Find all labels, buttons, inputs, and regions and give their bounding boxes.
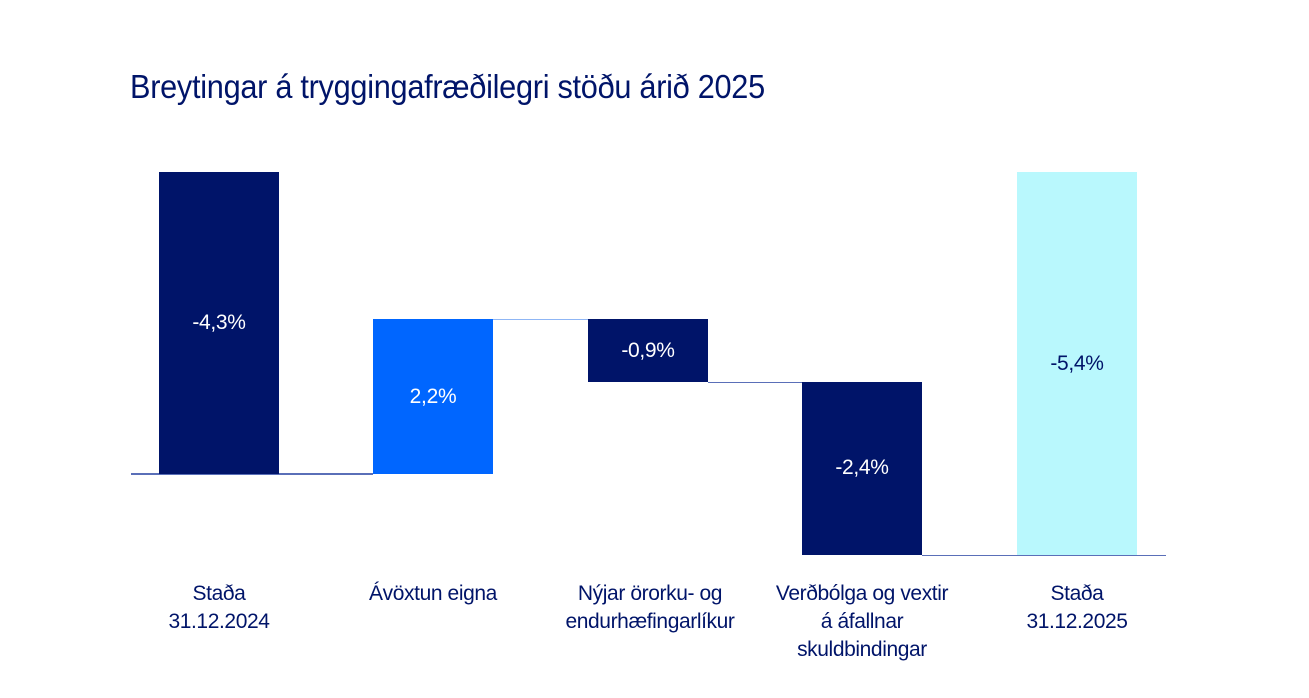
bar-disability-rates: -0,9% [588,319,708,382]
bar-value-label: -4,3% [192,311,246,334]
chart-title: Breytingar á tryggingafræðilegri stöðu á… [130,68,765,105]
bar-inflation-interest: -2,4% [802,382,922,555]
bar-end-position: -5,4% [1017,172,1137,555]
category-label-end: Staða 31.12.2025 [1026,582,1128,633]
connector-line-2 [708,381,802,383]
baseline-end [922,554,1166,556]
bar-start-position: -4,3% [159,172,279,474]
category-label-inflation-interest: Verðbólga og vextir á áfallnar skuldbind… [775,582,949,661]
bar-value-label: -5,4% [1050,352,1104,375]
bar-value-label: 2,2% [409,384,457,408]
bar-value-label: -0,9% [621,338,675,362]
connector-line-1 [493,318,588,320]
category-label-disability-rates: Nýjar örorku- og endurhæfingarlíkur [565,582,735,633]
bar-value-label: -2,4% [835,456,889,479]
category-label-start: Staða 31.12.2024 [168,582,270,633]
bar-asset-return: 2,2% [373,319,493,474]
category-label-asset-return: Ávöxtun eigna [369,582,497,605]
